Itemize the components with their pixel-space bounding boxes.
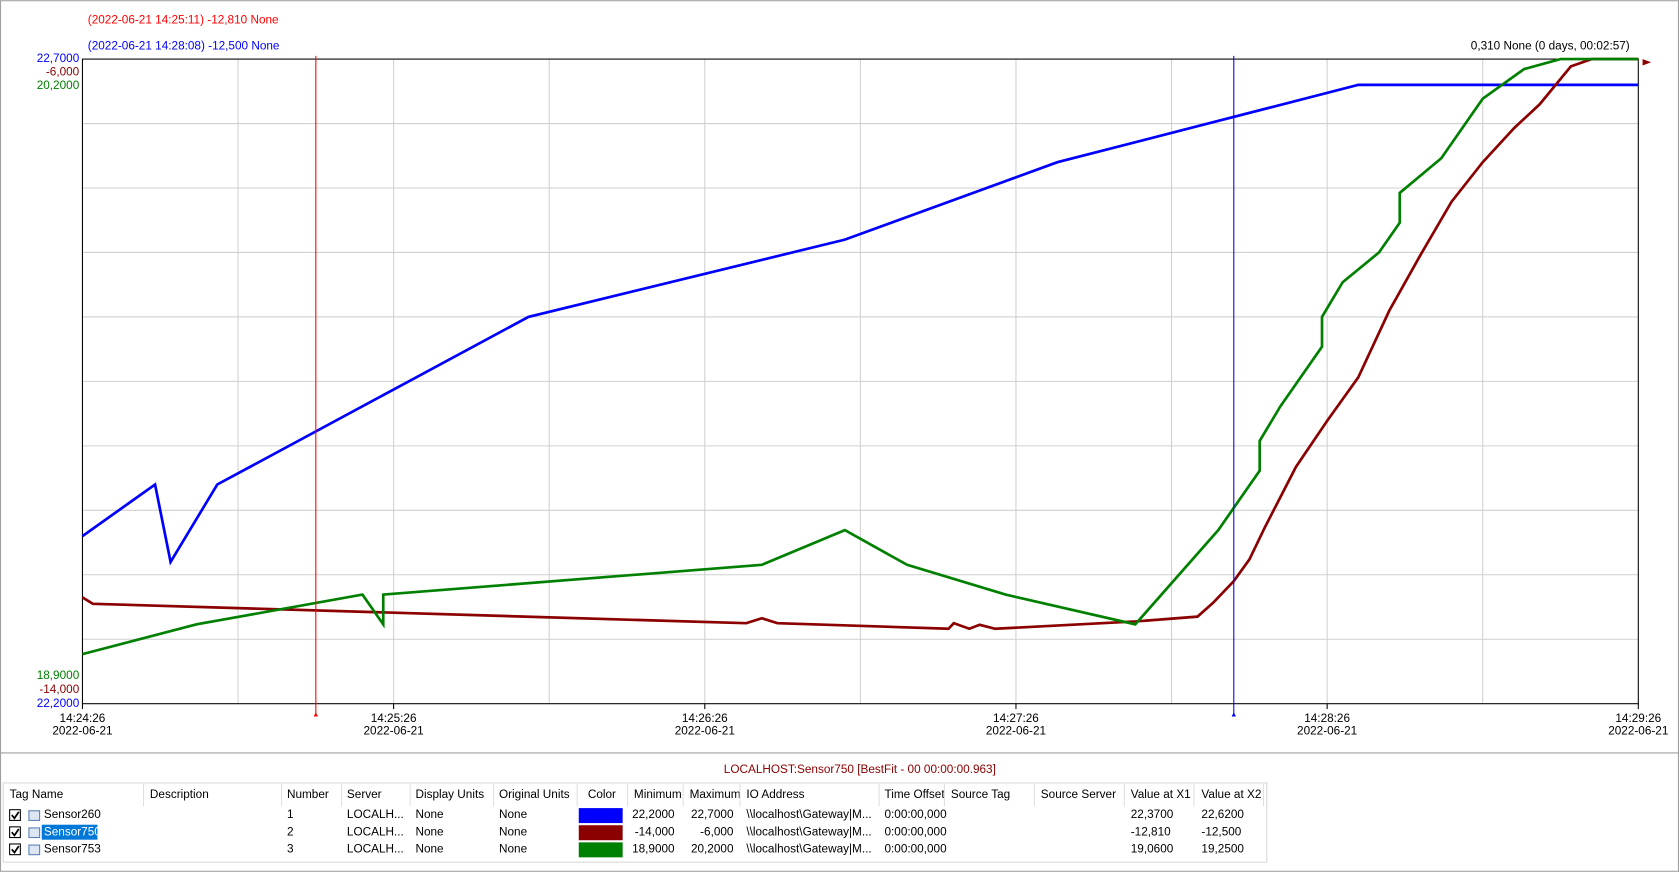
- plot-border: [81, 58, 1639, 705]
- y-tick-label: -6,000: [46, 66, 80, 79]
- y-tick-label: 22,2000: [37, 697, 80, 710]
- tag-icon: [28, 810, 41, 821]
- column-header[interactable]: Server: [347, 788, 382, 801]
- cell-minimum: 22,2000: [632, 808, 675, 821]
- cell: 19,0600: [1131, 842, 1174, 855]
- cell: 1: [287, 808, 294, 821]
- column-header[interactable]: Source Tag: [951, 788, 1010, 801]
- cell-maximum: 22,7000: [691, 808, 734, 821]
- y-tick-label: 22,7000: [37, 52, 80, 65]
- color-swatch: [577, 807, 624, 825]
- cell-maximum: -6,000: [700, 825, 734, 838]
- column-header[interactable]: Display Units: [415, 788, 484, 801]
- x-tick-time: 14:26:26: [682, 712, 728, 725]
- cell: 0:00:00,000: [884, 825, 947, 838]
- checkmark: [11, 845, 20, 854]
- cell: \\localhost\Gateway|M...: [746, 825, 871, 838]
- cursor-label: (2022-06-21 14:25:11) -12,810 None: [88, 14, 279, 27]
- cell: LOCALH...: [347, 825, 404, 838]
- selection: [41, 824, 98, 840]
- cell: 0:00:00,000: [884, 842, 947, 855]
- column-header[interactable]: Value at X1: [1131, 788, 1191, 801]
- cell: 22,3700: [1131, 808, 1174, 821]
- column-header[interactable]: Color: [588, 788, 616, 801]
- x-tick-date: 2022-06-21: [986, 725, 1046, 738]
- column-header[interactable]: Value at X2: [1201, 788, 1261, 801]
- checkmark: [11, 811, 20, 820]
- column-header[interactable]: Minimum: [634, 788, 682, 801]
- checkbox[interactable]: [9, 809, 21, 821]
- cursor-handle[interactable]: [1231, 712, 1236, 717]
- cell: 3: [287, 842, 294, 855]
- x-tick-date: 2022-06-21: [675, 725, 735, 738]
- y-tick-label: 18,9000: [37, 669, 80, 682]
- cell-maximum: 20,2000: [691, 842, 734, 855]
- cell-minimum: 18,9000: [632, 842, 675, 855]
- pen-table[interactable]: [2, 782, 1268, 863]
- tag-name[interactable]: Sensor753: [44, 842, 101, 855]
- series-line: [81, 83, 1639, 566]
- x-tick-time: 14:28:26: [1304, 712, 1350, 725]
- x-tick-time: 14:25:26: [371, 712, 417, 725]
- cell: 2: [287, 825, 294, 838]
- y-tick-label: -14,000: [39, 683, 79, 696]
- cell: 22,6200: [1201, 808, 1244, 821]
- cell: None: [499, 842, 528, 855]
- checkmark: [11, 828, 20, 837]
- cell: -12,500: [1201, 825, 1241, 838]
- header-right: 0,310 None (0 days, 00:02:57): [1471, 39, 1630, 52]
- cell: None: [499, 825, 528, 838]
- color-swatch: [577, 824, 624, 842]
- x-tick-date: 2022-06-21: [1297, 725, 1357, 738]
- cell: None: [499, 808, 528, 821]
- cell-minimum: -14,000: [635, 825, 675, 838]
- cell: -12,810: [1131, 825, 1171, 838]
- cursor-label: (2022-06-21 14:28:08) -12,500 None: [88, 39, 280, 52]
- column-header[interactable]: IO Address: [746, 788, 804, 801]
- cell: None: [415, 842, 444, 855]
- tag-name[interactable]: Sensor260: [44, 808, 101, 821]
- x-tick-date: 2022-06-21: [364, 725, 424, 738]
- tag-icon: [28, 844, 41, 856]
- column-header[interactable]: Source Server: [1041, 788, 1116, 801]
- x-tick-date: 2022-06-21: [52, 725, 112, 738]
- cell: 19,2500: [1201, 842, 1244, 855]
- column-header[interactable]: Tag Name: [10, 788, 64, 801]
- cell: \\localhost\Gateway|M...: [746, 842, 871, 855]
- pen-marker: [1642, 59, 1652, 66]
- column-header[interactable]: Time Offset: [884, 788, 945, 801]
- cell: None: [415, 808, 444, 821]
- series-line: [82, 57, 1639, 656]
- column-header[interactable]: Original Units: [499, 788, 570, 801]
- column-header[interactable]: Maximum: [690, 788, 741, 801]
- cell: LOCALH...: [347, 808, 404, 821]
- y-tick-label: 20,2000: [37, 79, 80, 92]
- pen-title: LOCALHOST:Sensor750 [BestFit - 00 00:00:…: [724, 763, 996, 776]
- x-tick-time: 14:27:26: [993, 712, 1039, 725]
- cell: None: [415, 825, 444, 838]
- tag-icon: [28, 827, 41, 839]
- color-swatch: [577, 841, 624, 859]
- cell: \\localhost\Gateway|M...: [746, 808, 871, 821]
- checkbox[interactable]: [9, 843, 21, 856]
- x-tick-time: 14:24:26: [60, 712, 106, 725]
- cursor-handle[interactable]: [313, 712, 318, 717]
- column-header[interactable]: Number: [287, 788, 329, 801]
- cell: 0:00:00,000: [884, 808, 947, 821]
- column-header[interactable]: Description: [150, 788, 209, 801]
- x-tick-date: 2022-06-21: [1608, 725, 1668, 738]
- checkbox[interactable]: [9, 826, 21, 839]
- x-tick-time: 14:29:26: [1615, 712, 1661, 725]
- tag-name[interactable]: Sensor750: [44, 825, 101, 838]
- series-line: [81, 57, 1639, 631]
- cell: LOCALH...: [347, 842, 404, 855]
